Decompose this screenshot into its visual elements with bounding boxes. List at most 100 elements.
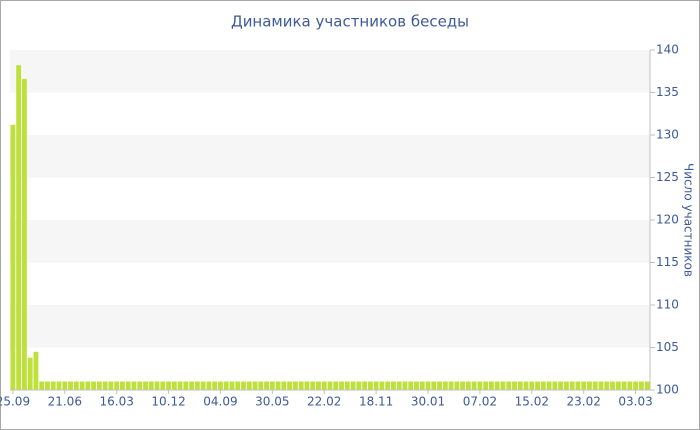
bar: [419, 381, 425, 390]
y-tick-label: 105: [656, 340, 679, 354]
bar: [587, 381, 592, 390]
bar: [310, 381, 316, 390]
bar: [627, 381, 633, 390]
bar: [431, 381, 437, 390]
y-tick-label: 100: [656, 383, 679, 397]
bar: [102, 381, 108, 390]
x-tick-label: 07.02: [463, 395, 497, 409]
bar: [194, 381, 200, 390]
bar: [529, 381, 535, 390]
bar: [483, 381, 489, 390]
bar: [321, 381, 327, 390]
bar: [304, 381, 310, 390]
bar: [569, 381, 575, 390]
bar: [517, 381, 523, 390]
bar: [108, 381, 114, 390]
bar: [200, 381, 206, 390]
bar: [535, 381, 540, 390]
y-axis-label: Число участников: [682, 163, 696, 277]
bar: [362, 381, 368, 390]
bar: [166, 381, 171, 390]
x-tick-label: 16.03: [99, 395, 133, 409]
bar: [500, 381, 506, 390]
bar: [592, 381, 598, 390]
bar: [333, 381, 339, 390]
x-tick-label: 22.02: [307, 395, 341, 409]
x-tick-label: 04.09: [203, 395, 237, 409]
bar: [644, 381, 650, 390]
grid-band: [10, 305, 650, 348]
bar: [218, 381, 223, 390]
bar: [45, 381, 50, 390]
bar: [546, 381, 552, 390]
bar: [391, 381, 396, 390]
bar: [229, 381, 235, 390]
bar: [33, 351, 39, 390]
bar: [523, 381, 529, 390]
bar: [316, 381, 321, 390]
bar: [269, 381, 275, 390]
bar: [477, 381, 483, 390]
bar: [287, 381, 293, 390]
bar: [275, 381, 281, 390]
bar: [448, 381, 454, 390]
x-tick-label: 18.11: [359, 395, 393, 409]
bar: [460, 381, 466, 390]
bar: [62, 381, 68, 390]
bar: [177, 381, 183, 390]
bar: [206, 381, 212, 390]
bar: [350, 381, 356, 390]
bar: [604, 381, 610, 390]
bar: [148, 381, 154, 390]
x-tick-label: 23.02: [567, 395, 601, 409]
bar: [154, 381, 160, 390]
bar: [10, 124, 16, 391]
bar: [575, 381, 581, 390]
chart-title: Динамика участников беседы: [231, 13, 469, 31]
bar: [494, 381, 500, 390]
bar: [558, 381, 564, 390]
y-tick-label: 110: [656, 298, 679, 312]
bar: [73, 381, 79, 390]
x-tick-label: 10.12: [151, 395, 185, 409]
bar: [396, 381, 402, 390]
bar: [414, 381, 419, 390]
bar: [379, 381, 385, 390]
bar: [437, 381, 442, 390]
bar: [385, 381, 391, 390]
bar: [506, 381, 512, 390]
bar: [633, 381, 639, 390]
bar: [125, 381, 131, 390]
bar: [189, 381, 195, 390]
y-tick-label: 115: [656, 255, 679, 269]
bar: [252, 381, 258, 390]
y-tick-label: 135: [656, 85, 679, 99]
bar: [615, 381, 621, 390]
bar: [356, 381, 362, 390]
grid-band: [10, 135, 650, 178]
bar: [171, 381, 177, 390]
bar: [143, 381, 148, 390]
bar: [367, 381, 373, 390]
bar: [258, 381, 264, 390]
bar: [512, 381, 517, 390]
bar: [563, 381, 569, 390]
bar: [27, 357, 33, 390]
bar: [339, 381, 344, 390]
bar: [246, 381, 252, 390]
bar: [183, 381, 189, 390]
bar: [581, 381, 587, 390]
bar: [540, 381, 546, 390]
bar: [454, 381, 460, 390]
bar: [50, 381, 56, 390]
bar: [327, 381, 333, 390]
bar: [114, 381, 120, 390]
bar: [610, 381, 615, 390]
bar: [264, 381, 269, 390]
y-tick-label: 125: [656, 170, 679, 184]
grid-band: [10, 50, 650, 93]
bar: [489, 381, 494, 390]
bar: [471, 381, 477, 390]
bar: [373, 381, 379, 390]
